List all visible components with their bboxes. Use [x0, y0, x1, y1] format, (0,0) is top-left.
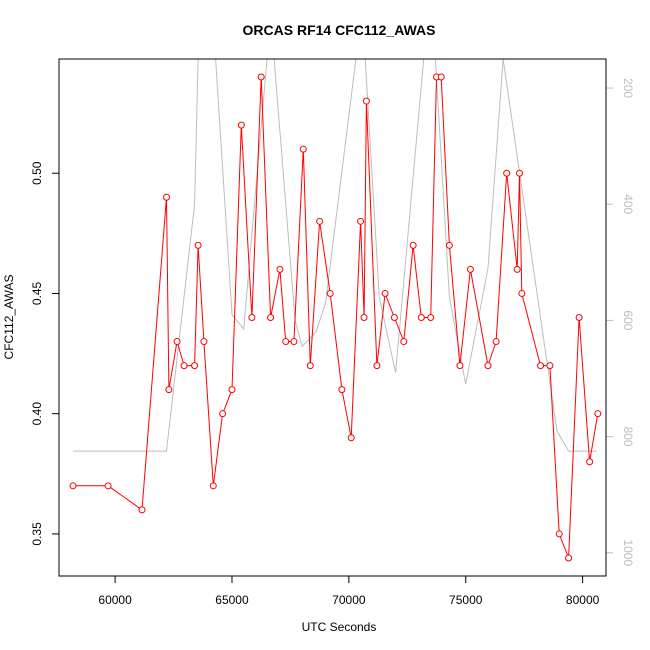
data-point — [163, 193, 171, 201]
data-point — [565, 554, 573, 562]
data-point — [484, 362, 492, 370]
data-point — [360, 314, 368, 321]
data-point — [373, 362, 381, 370]
data-point — [357, 217, 365, 225]
data-point — [200, 338, 208, 346]
y-tick-label: 0.35 — [30, 522, 44, 546]
data-point — [104, 482, 112, 490]
data-point — [282, 338, 290, 346]
data-point — [237, 121, 245, 129]
data-point — [390, 314, 398, 321]
y2-tick-label: 1000 — [621, 539, 635, 566]
data-point — [228, 386, 236, 394]
red-series-line — [73, 76, 599, 559]
data-point — [427, 314, 435, 321]
y-tick-label: 0.50 — [30, 161, 44, 185]
grey-series-layer — [73, 59, 597, 452]
y-axis-label: CFC112_AWAS — [2, 275, 16, 360]
data-point — [194, 241, 202, 249]
data-point — [456, 362, 464, 370]
data-point — [165, 386, 173, 394]
x-tick-label: 70000 — [332, 593, 366, 607]
y-tick-label: 0.40 — [30, 402, 44, 426]
data-point — [417, 314, 425, 321]
data-point — [513, 265, 521, 273]
data-point — [267, 314, 275, 321]
data-point — [575, 314, 583, 321]
data-point — [219, 410, 227, 418]
data-point — [209, 482, 217, 490]
y2-tick-label: 600 — [621, 310, 635, 330]
y2-tick-label: 400 — [621, 194, 635, 214]
data-point — [492, 338, 500, 346]
data-point — [437, 73, 445, 81]
data-point — [586, 458, 594, 466]
x-axis-label: UTC Seconds — [302, 620, 377, 634]
x-tick-label: 80000 — [566, 593, 600, 607]
data-point — [299, 145, 307, 153]
data-point — [409, 241, 417, 249]
data-point — [555, 530, 563, 538]
data-point — [257, 73, 265, 81]
data-point — [316, 217, 324, 225]
y-tick-label: 0.45 — [30, 281, 44, 305]
data-point — [180, 362, 188, 370]
plot-frame — [58, 58, 607, 577]
x-tick-label: 65000 — [215, 593, 249, 607]
data-point — [276, 265, 284, 273]
red-series-layer — [69, 73, 602, 562]
data-point — [138, 506, 146, 514]
data-point — [546, 362, 554, 370]
data-point — [173, 338, 181, 346]
data-point — [537, 362, 545, 370]
data-point — [306, 362, 314, 370]
data-point — [248, 314, 256, 321]
y2-tick-label: 200 — [621, 78, 635, 98]
x-tick-label: 75000 — [449, 593, 483, 607]
grey-series-line — [73, 59, 597, 452]
data-point — [381, 289, 389, 297]
data-point — [191, 362, 199, 370]
data-point — [362, 97, 370, 105]
chart-title: ORCAS RF14 CFC112_AWAS — [243, 22, 436, 38]
data-point — [326, 289, 334, 297]
data-point — [466, 265, 474, 273]
data-point — [290, 338, 298, 346]
data-point — [516, 169, 524, 177]
data-point — [400, 338, 408, 346]
data-point — [503, 169, 511, 177]
data-point — [445, 241, 453, 249]
data-point — [518, 289, 526, 297]
data-point — [69, 482, 77, 490]
data-point — [594, 410, 602, 418]
x-tick-label: 60000 — [98, 593, 132, 607]
data-point — [347, 434, 355, 442]
data-point — [338, 386, 346, 394]
y2-tick-label: 800 — [621, 427, 635, 447]
